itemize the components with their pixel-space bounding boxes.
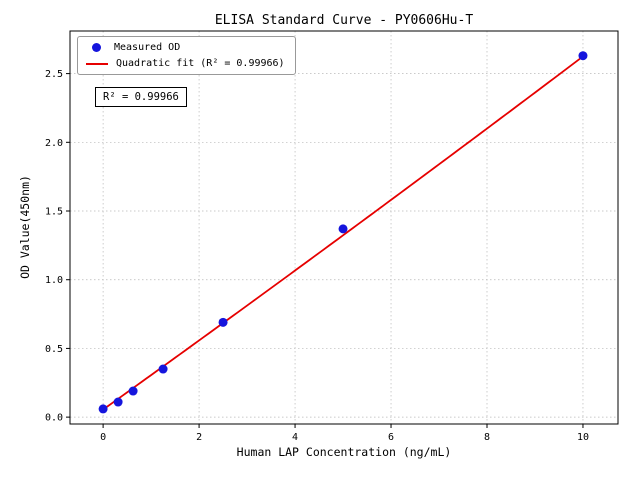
scatter-marker-icon xyxy=(92,43,101,52)
x-tick-label: 10 xyxy=(577,432,589,443)
x-axis-label: Human LAP Concentration (ng/mL) xyxy=(236,445,452,459)
data-point xyxy=(158,364,168,374)
y-tick-label: 1.0 xyxy=(45,275,63,286)
y-tick-label: 0.0 xyxy=(45,413,63,424)
x-tick-label: 2 xyxy=(196,432,202,443)
fit-line xyxy=(102,55,584,411)
data-point xyxy=(578,51,588,61)
r-squared-annotation: R² = 0.99966 xyxy=(95,87,187,107)
x-tick-label: 4 xyxy=(292,432,298,443)
y-tick-label: 2.0 xyxy=(45,138,63,149)
line-marker-icon xyxy=(86,62,108,65)
chart-title: ELISA Standard Curve - PY0606Hu-T xyxy=(214,13,474,28)
legend-item-fit: Quadratic fit (R² = 0.99966) xyxy=(86,58,285,69)
legend-item-measured: Measured OD xyxy=(86,42,285,53)
y-tick-label: 1.5 xyxy=(45,207,63,218)
plot-frame xyxy=(69,30,619,425)
x-tick-label: 6 xyxy=(388,432,394,443)
data-point xyxy=(98,404,108,414)
legend-label-measured: Measured OD xyxy=(114,42,181,53)
data-point xyxy=(113,397,123,407)
data-point xyxy=(128,386,138,396)
data-point xyxy=(338,224,348,234)
y-tick-label: 2.5 xyxy=(45,69,63,80)
y-tick-label: 0.5 xyxy=(45,344,63,355)
data-point xyxy=(218,317,228,327)
legend-label-fit: Quadratic fit (R² = 0.99966) xyxy=(116,58,285,69)
x-tick-label: 8 xyxy=(484,432,490,443)
x-tick-label: 0 xyxy=(100,432,106,443)
legend: Measured OD Quadratic fit (R² = 0.99966) xyxy=(77,36,296,75)
